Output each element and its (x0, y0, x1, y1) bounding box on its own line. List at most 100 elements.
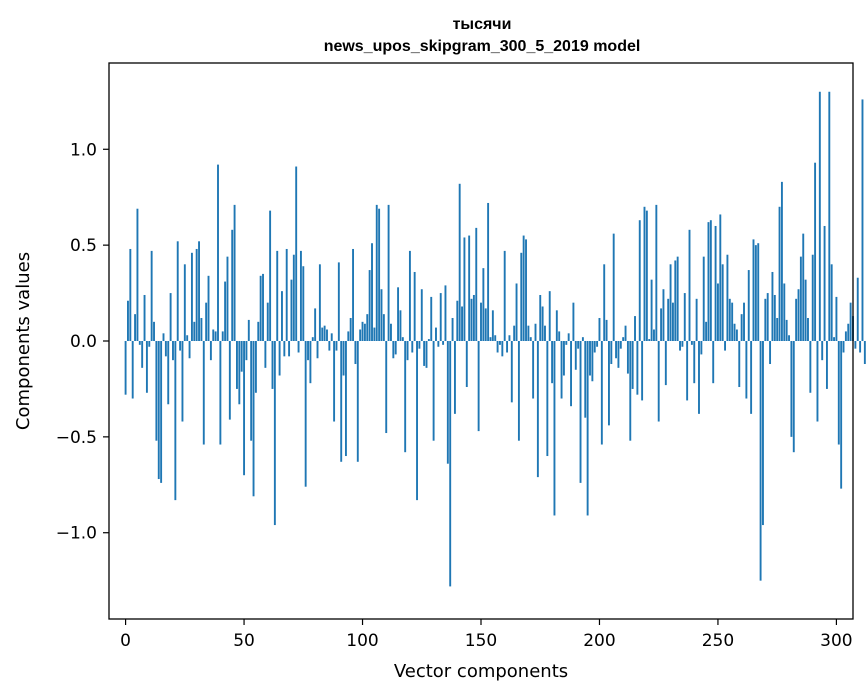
bar (404, 341, 407, 453)
bar (638, 220, 641, 341)
bar (435, 327, 437, 341)
bar (233, 204, 236, 341)
bar (676, 256, 679, 341)
bar (856, 277, 859, 341)
bar (468, 235, 471, 341)
x-axis-ticks: 0 50 100 150 200 250 300 (120, 619, 853, 651)
bar (790, 341, 793, 437)
bar (671, 302, 674, 341)
bar (247, 319, 250, 341)
bar (534, 323, 537, 341)
x-axis-label: Vector components (394, 661, 568, 682)
bar (420, 289, 423, 341)
bar (273, 341, 276, 526)
bar (134, 314, 137, 341)
bar (762, 341, 764, 526)
bar (224, 281, 227, 341)
bar (288, 341, 291, 357)
bar (257, 321, 260, 341)
y-tick-label: 0.0 (70, 332, 97, 352)
bar (747, 270, 750, 341)
bar (863, 341, 866, 365)
bar (783, 283, 786, 341)
bar (392, 341, 395, 359)
bar (536, 341, 539, 478)
bar (240, 341, 243, 372)
bar (707, 222, 710, 341)
bar (825, 341, 828, 389)
bar (752, 239, 755, 341)
bar (276, 250, 279, 341)
bar (458, 183, 461, 341)
bar (181, 341, 184, 422)
bar (150, 250, 153, 341)
bar (818, 91, 821, 341)
bar (600, 341, 603, 445)
bar (506, 341, 509, 353)
bar (754, 245, 757, 341)
bar (368, 270, 371, 341)
bar (705, 321, 708, 341)
bar (228, 341, 231, 420)
bar (570, 341, 572, 407)
bar (195, 248, 198, 341)
bar (861, 99, 864, 342)
bar (728, 298, 731, 341)
bar (290, 279, 293, 341)
bar (589, 341, 591, 376)
bar (259, 275, 262, 341)
bar (477, 341, 480, 432)
bar (539, 294, 542, 341)
bar (465, 341, 468, 388)
bar (484, 308, 487, 341)
bar (799, 256, 802, 341)
bar (683, 293, 686, 341)
bar (382, 314, 385, 341)
bar (778, 206, 781, 341)
bar (359, 329, 362, 341)
bar (804, 279, 807, 341)
bar (162, 333, 165, 341)
bar (252, 341, 255, 497)
bar (295, 166, 298, 341)
bar (835, 296, 838, 341)
bar (174, 341, 177, 501)
bar (719, 214, 722, 341)
bar (236, 341, 238, 389)
bar (679, 341, 681, 351)
bar (709, 220, 712, 341)
bar (349, 317, 352, 341)
bar (183, 264, 186, 341)
bar (517, 341, 520, 441)
bar (660, 308, 663, 341)
bar (387, 204, 390, 341)
bar (664, 341, 667, 386)
bar (733, 323, 736, 341)
bar (439, 293, 442, 341)
bar (302, 266, 305, 341)
bar (859, 341, 862, 353)
bar (631, 341, 634, 389)
bar (342, 341, 345, 376)
bar (406, 341, 409, 361)
bar (515, 283, 518, 341)
bar (520, 252, 523, 341)
x-tick-label: 0 (120, 631, 131, 651)
bar (811, 254, 814, 341)
bar (591, 341, 594, 382)
bar (544, 325, 546, 341)
bar (584, 341, 587, 418)
bar (318, 264, 321, 341)
x-tick-label: 300 (820, 631, 852, 651)
bar (437, 341, 440, 347)
bar (610, 341, 613, 365)
bar (299, 250, 302, 341)
bar (605, 319, 608, 341)
bar (596, 341, 599, 347)
bar (269, 210, 272, 341)
bar (281, 291, 283, 341)
bar (698, 341, 700, 414)
bar (619, 341, 622, 349)
bar (527, 325, 530, 341)
bar (207, 275, 210, 341)
